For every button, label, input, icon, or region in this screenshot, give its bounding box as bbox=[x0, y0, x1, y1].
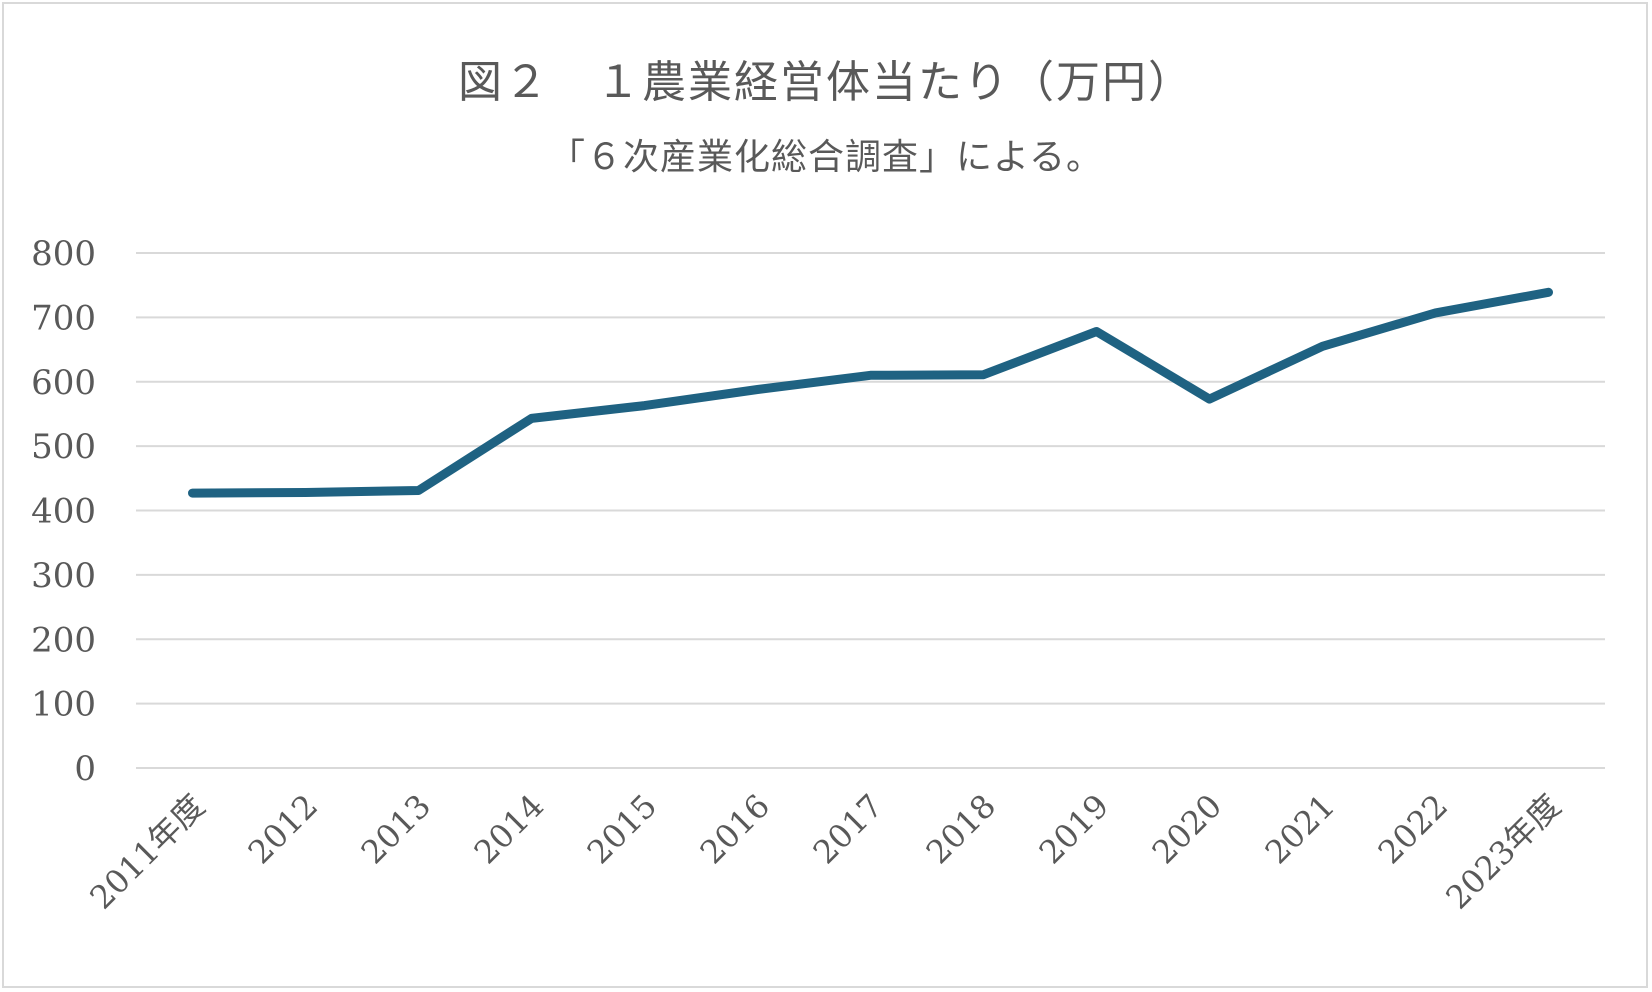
y-tick-label: 400 bbox=[31, 492, 96, 532]
x-tick-label: 2013 bbox=[354, 787, 438, 871]
y-tick-label: 500 bbox=[31, 427, 96, 467]
x-tick-label: 2017 bbox=[806, 787, 890, 871]
y-tick-label: 700 bbox=[31, 298, 96, 338]
series-line bbox=[188, 287, 1553, 498]
y-tick-label: 0 bbox=[74, 749, 96, 789]
x-tick-label: 2011年度 bbox=[82, 787, 212, 917]
y-tick-label: 100 bbox=[31, 685, 96, 725]
x-tick-label: 2012 bbox=[241, 787, 325, 871]
x-tick-label: 2014 bbox=[467, 787, 551, 871]
chart-subtitle: 「６次産業化総合調査」による。 bbox=[549, 137, 1103, 178]
x-tick-label: 2015 bbox=[580, 787, 664, 871]
y-tick-label: 800 bbox=[31, 234, 96, 274]
y-tick-label: 200 bbox=[31, 620, 96, 660]
y-axis-ticks: 0 100 200 300 400 500 600 700 800 bbox=[31, 234, 96, 789]
x-axis-ticks: 2011年度 2012 2013 2014 2015 2016 2017 2018 2019 20… bbox=[82, 787, 1568, 917]
x-tick-label: 2020 bbox=[1145, 787, 1229, 871]
series-layer bbox=[188, 287, 1553, 498]
y-tick-label: 300 bbox=[31, 556, 96, 596]
chart-title: 図２ １農業経営体当たり（万円） bbox=[458, 57, 1194, 108]
x-tick-label: 2019 bbox=[1032, 787, 1116, 871]
x-tick-label: 2018 bbox=[919, 787, 1003, 871]
x-tick-label: 2021 bbox=[1258, 787, 1342, 871]
x-tick-label: 2016 bbox=[693, 787, 777, 871]
x-tick-label: 2022 bbox=[1371, 787, 1455, 871]
gridlines bbox=[136, 252, 1605, 769]
x-tick-label: 2023年度 bbox=[1438, 787, 1568, 917]
y-tick-label: 600 bbox=[31, 363, 96, 403]
